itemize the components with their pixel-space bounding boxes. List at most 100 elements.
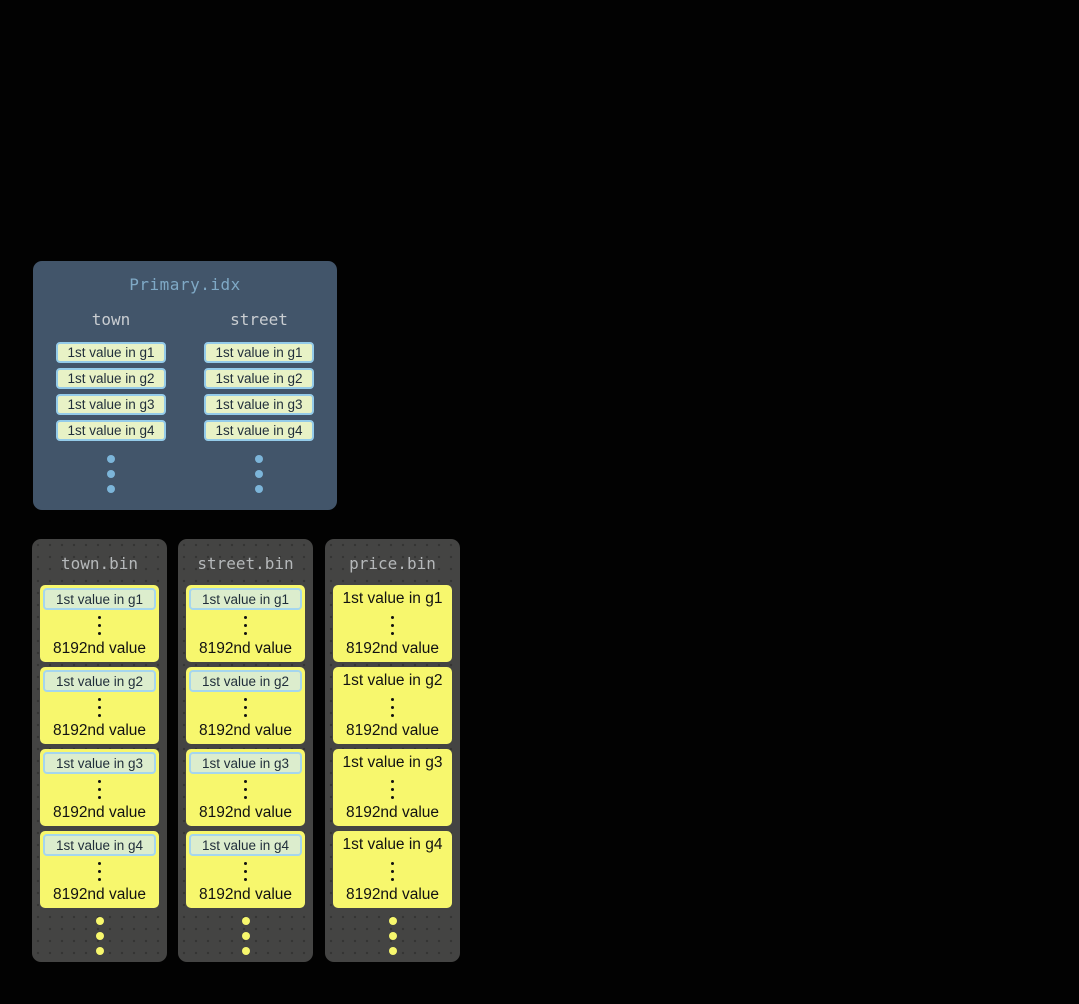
ellipsis-dot xyxy=(244,713,247,717)
ellipsis-dot xyxy=(391,795,394,799)
granule-price-g4: 1st value in g4 8192nd value xyxy=(333,831,452,908)
ellipsis-dot xyxy=(244,787,247,791)
granule-last-value: 8192nd value xyxy=(52,722,147,739)
ellipsis-dot xyxy=(244,697,247,701)
ellipsis-dot xyxy=(391,861,394,865)
index-mark-street-g1: 1st value in g1 xyxy=(204,342,314,363)
granule-street-g1: 1st value in g1 8192nd value xyxy=(186,585,305,662)
ellipsis-dot xyxy=(391,697,394,701)
ellipsis-dot xyxy=(107,485,115,493)
granule-street-g2: 1st value in g2 8192nd value xyxy=(186,667,305,744)
granule-ellipsis xyxy=(244,861,247,881)
ellipsis-dot xyxy=(107,470,115,478)
ellipsis-dot xyxy=(98,869,101,873)
granule-ellipsis xyxy=(98,615,101,635)
granule-town-g3: 1st value in g3 8192nd value xyxy=(40,749,159,826)
granule-town-g2: 1st value in g2 8192nd value xyxy=(40,667,159,744)
ellipsis-dot xyxy=(98,713,101,717)
primary-index-title: Primary.idx xyxy=(129,275,241,294)
granule-first-value: 1st value in g2 xyxy=(189,670,302,692)
granule-first-value: 1st value in g1 xyxy=(189,588,302,610)
ellipsis-dot xyxy=(255,455,263,463)
ellipsis-dot xyxy=(391,877,394,881)
granule-last-value: 8192nd value xyxy=(345,640,440,657)
bin-file-town: town.bin 1st value in g1 8192nd value 1s… xyxy=(32,539,167,962)
granule-price-g3: 1st value in g3 8192nd value xyxy=(333,749,452,826)
ellipsis-dot xyxy=(391,713,394,717)
granule-ellipsis xyxy=(391,697,394,717)
ellipsis-dot xyxy=(388,947,397,955)
primary-index-columns: town 1st value in g1 1st value in g2 1st… xyxy=(33,310,337,493)
granule-last-value: 8192nd value xyxy=(52,804,147,821)
ellipsis-dot xyxy=(255,485,263,493)
ellipsis-dot xyxy=(244,877,247,881)
column-header-town: town xyxy=(91,310,131,329)
bin-title-price: price.bin xyxy=(349,554,436,573)
granule-last-value: 8192nd value xyxy=(52,640,147,657)
ellipsis-dot xyxy=(391,869,394,873)
ellipsis-dot xyxy=(391,615,394,619)
index-mark-town-g2: 1st value in g2 xyxy=(56,368,166,389)
granule-first-value: 1st value in g4 xyxy=(342,836,443,853)
ellipsis-dot xyxy=(244,795,247,799)
granule-first-value: 1st value in g4 xyxy=(189,834,302,856)
granule-ellipsis xyxy=(244,697,247,717)
ellipsis-dot xyxy=(244,631,247,635)
ellipsis-dot xyxy=(98,795,101,799)
bin-title-town: town.bin xyxy=(60,554,139,573)
primary-column-street: street 1st value in g1 1st value in g2 1… xyxy=(204,310,314,493)
granule-price-g2: 1st value in g2 8192nd value xyxy=(333,667,452,744)
granule-last-value: 8192nd value xyxy=(345,886,440,903)
ellipsis-dots-street-bin xyxy=(241,917,250,955)
index-mark-street-g3: 1st value in g3 xyxy=(204,394,314,415)
granule-last-value: 8192nd value xyxy=(52,886,147,903)
ellipsis-dot xyxy=(391,631,394,635)
ellipsis-dot xyxy=(241,947,250,955)
index-mark-town-g4: 1st value in g4 xyxy=(56,420,166,441)
ellipsis-dot xyxy=(95,947,104,955)
ellipsis-dot xyxy=(241,917,250,925)
granule-first-value: 1st value in g4 xyxy=(43,834,156,856)
granule-ellipsis xyxy=(98,697,101,717)
bin-file-price: price.bin 1st value in g1 8192nd value 1… xyxy=(325,539,460,962)
granule-first-value: 1st value in g1 xyxy=(43,588,156,610)
ellipsis-dot xyxy=(388,917,397,925)
ellipsis-dot xyxy=(98,861,101,865)
ellipsis-dot xyxy=(244,779,247,783)
granule-first-value: 1st value in g2 xyxy=(342,672,443,689)
granule-last-value: 8192nd value xyxy=(198,886,293,903)
granule-ellipsis xyxy=(244,615,247,635)
ellipsis-dot xyxy=(255,470,263,478)
index-mark-town-g3: 1st value in g3 xyxy=(56,394,166,415)
granule-street-g4: 1st value in g4 8192nd value xyxy=(186,831,305,908)
ellipsis-dot xyxy=(244,623,247,627)
granule-last-value: 8192nd value xyxy=(345,722,440,739)
granule-list-street: 1st value in g1 8192nd value 1st value i… xyxy=(186,585,305,908)
granule-ellipsis xyxy=(391,615,394,635)
ellipsis-dot xyxy=(98,697,101,701)
ellipsis-dot xyxy=(391,787,394,791)
ellipsis-dot xyxy=(95,917,104,925)
granule-list-town: 1st value in g1 8192nd value 1st value i… xyxy=(40,585,159,908)
ellipsis-dot xyxy=(241,932,250,940)
granule-last-value: 8192nd value xyxy=(198,804,293,821)
ellipsis-dots-price-bin xyxy=(388,917,397,955)
granule-first-value: 1st value in g3 xyxy=(342,754,443,771)
ellipsis-dot xyxy=(98,615,101,619)
ellipsis-dot xyxy=(98,631,101,635)
granule-ellipsis xyxy=(98,779,101,799)
ellipsis-dot xyxy=(244,705,247,709)
granule-town-g4: 1st value in g4 8192nd value xyxy=(40,831,159,908)
ellipsis-dot xyxy=(391,623,394,627)
ellipsis-dot xyxy=(98,623,101,627)
ellipsis-dot xyxy=(244,861,247,865)
index-mark-street-g4: 1st value in g4 xyxy=(204,420,314,441)
granule-first-value: 1st value in g3 xyxy=(43,752,156,774)
granule-ellipsis xyxy=(391,861,394,881)
ellipsis-dot xyxy=(244,869,247,873)
granule-town-g1: 1st value in g1 8192nd value xyxy=(40,585,159,662)
granule-ellipsis xyxy=(98,861,101,881)
ellipsis-dot xyxy=(95,932,104,940)
ellipsis-dot xyxy=(391,705,394,709)
